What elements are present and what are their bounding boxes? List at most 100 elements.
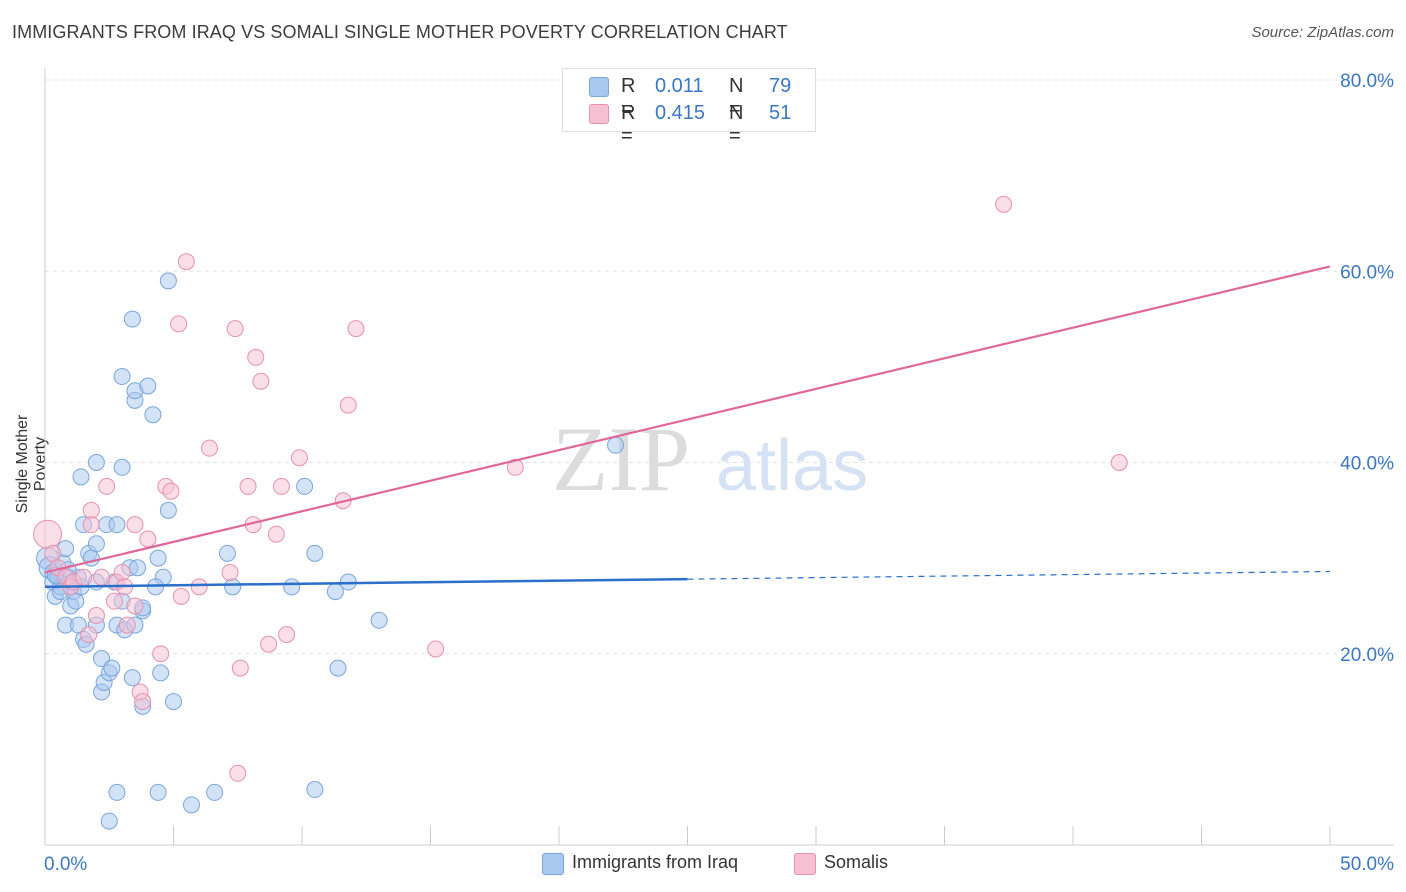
somalis-point: [290, 449, 308, 467]
somalis-trend-line: [44, 265, 1331, 574]
iraq-point: [296, 477, 314, 495]
iraq-point: [206, 783, 224, 801]
iraq-point: [123, 310, 141, 328]
somalis-point: [162, 482, 180, 500]
somalis-point: [126, 516, 144, 534]
somalis-point: [44, 544, 62, 562]
somalis-point: [75, 568, 93, 586]
iraq-point: [306, 544, 324, 562]
iraq-trend-extension: [687, 570, 1331, 580]
somalis-point: [247, 348, 265, 366]
legend-swatch-iraq: [589, 77, 609, 97]
somalis-point: [427, 640, 445, 658]
iraq-point: [67, 592, 85, 610]
somalis-point: [190, 578, 208, 596]
legend-r-value: 0.415: [655, 102, 706, 124]
somalis-point: [347, 320, 365, 338]
tick-labels: 80.0% 60.0% 40.0% 20.0% 0.0% 50.0%: [44, 71, 1394, 875]
iraq-point: [329, 659, 347, 677]
somalis-point: [118, 616, 136, 634]
somalis-point: [80, 626, 98, 644]
iraq-point: [72, 468, 90, 486]
y-tick-label: 20.0%: [1340, 645, 1394, 666]
somalis-point: [239, 477, 257, 495]
somalis-point: [229, 764, 247, 782]
bottom-legend-swatch-somalis: [794, 853, 816, 875]
somalis-point: [98, 477, 116, 495]
x-tick-label: 50.0%: [1340, 854, 1394, 875]
somalis-point: [93, 568, 111, 586]
somalis-point: [226, 320, 244, 338]
iraq-point: [139, 377, 157, 395]
iraq-point: [100, 812, 118, 830]
iraq-point: [306, 781, 324, 799]
legend-swatch-somalis: [589, 104, 609, 124]
iraq-point: [108, 783, 126, 801]
somalis-point: [267, 525, 285, 543]
somalis-point: [177, 253, 195, 271]
y-tick-label: 40.0%: [1340, 454, 1394, 475]
legend-r-label: R =: [621, 75, 636, 120]
legend-r-label: R =: [621, 102, 636, 147]
chart-title: IMMIGRANTS FROM IRAQ VS SOMALI SINGLE MO…: [12, 22, 788, 42]
y-tick-label: 60.0%: [1340, 262, 1394, 283]
somalis-point: [152, 645, 170, 663]
iraq-point: [165, 693, 182, 711]
somalis-point: [252, 372, 270, 390]
legend-r-value: 0.011: [655, 75, 704, 97]
iraq-point: [123, 669, 141, 687]
y-tick-label: 80.0%: [1340, 71, 1394, 92]
somalis-point: [221, 563, 239, 581]
bottom-legend-swatch-iraq: [542, 853, 564, 875]
source-credit: Source: ZipAtlas.com: [1251, 24, 1394, 41]
iraq-point: [149, 783, 167, 801]
somalis-point: [506, 458, 524, 476]
iraq-point: [108, 516, 126, 534]
iraq-point: [113, 458, 131, 476]
watermark: ZIP atlas: [552, 408, 868, 510]
trend-lines: [44, 265, 1331, 589]
watermark-atlas: atlas: [716, 426, 868, 506]
iraq-point: [103, 659, 121, 677]
x-tick-label: 0.0%: [44, 854, 87, 875]
iraq-point: [129, 559, 147, 577]
iraq-point: [607, 436, 625, 454]
somalis-point: [82, 501, 100, 519]
somalis-point: [172, 587, 190, 605]
iraq-point: [182, 796, 200, 814]
grid-lines: [45, 79, 1394, 655]
iraq-trend-line: [44, 577, 688, 589]
somalis-point: [105, 592, 123, 610]
somalis-point: [134, 693, 152, 711]
iraq-point: [87, 535, 105, 553]
iraq-point: [283, 578, 301, 596]
iraq-point: [224, 578, 242, 596]
somalis-point: [278, 626, 296, 644]
bottom-legend-label-iraq: Immigrants from Iraq: [572, 852, 739, 872]
iraq-point: [144, 406, 162, 424]
somalis-point: [126, 597, 144, 615]
iraq-point: [159, 501, 177, 519]
iraq-point: [87, 454, 105, 471]
somalis-point: [272, 477, 290, 495]
axes: [44, 68, 1394, 846]
somalis-point: [231, 659, 249, 677]
somalis-point: [200, 439, 218, 457]
iraq-point: [218, 544, 236, 562]
somalis-point: [82, 516, 100, 534]
legend-n-label: N =: [729, 102, 744, 147]
bottom-legend-label-somalis: Somalis: [824, 852, 889, 872]
iraq-point: [370, 611, 388, 629]
somalis-point: [33, 519, 63, 549]
somalis-point: [260, 635, 278, 653]
legend-n-label: N =: [729, 75, 744, 120]
correlation-legend: R = 0.011 N = 79 R = 0.415 N = 51: [562, 68, 816, 147]
somalis-point: [339, 396, 357, 414]
somalis-point: [1110, 454, 1128, 471]
iraq-point: [152, 664, 170, 682]
series-iraq-points: [36, 272, 625, 830]
iraq-point: [159, 272, 177, 290]
somalis-point: [995, 195, 1013, 213]
somalis-point: [87, 607, 105, 624]
